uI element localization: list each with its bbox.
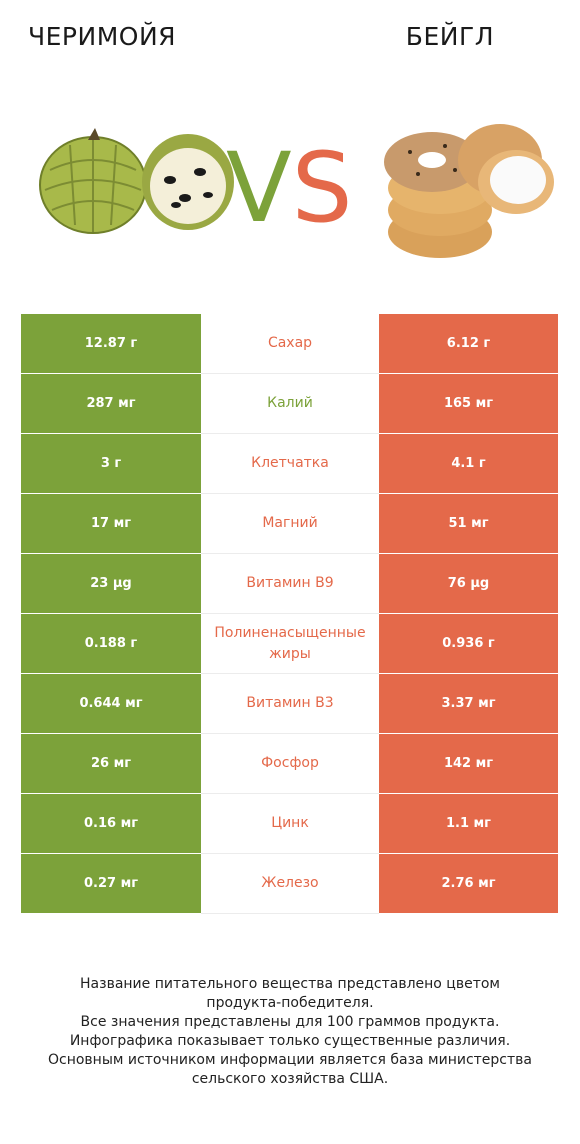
- footer-notes: Название питательного вещества представл…: [20, 975, 560, 1089]
- right-value: 1.1 мг: [379, 794, 558, 854]
- left-product-title: ЧЕРИМОЙЯ: [28, 22, 177, 51]
- footer-line: продукта-победителя.: [206, 995, 374, 1011]
- left-value: 0.27 мг: [21, 854, 201, 914]
- right-value: 3.37 мг: [379, 674, 558, 734]
- table-row: 3 г Клетчатка 4.1 г: [21, 434, 558, 494]
- table-row: 12.87 г Сахар 6.12 г: [21, 314, 558, 374]
- left-value: 287 мг: [21, 374, 201, 434]
- left-value: 0.188 г: [21, 614, 201, 674]
- right-value: 51 мг: [379, 494, 558, 554]
- left-value: 12.87 г: [21, 314, 201, 374]
- cherimoya-whole-image: [39, 128, 147, 234]
- nutrient-name: Витамин B3: [201, 674, 379, 734]
- table-row: 0.27 мг Железо 2.76 мг: [21, 854, 558, 914]
- table-row: 26 мг Фосфор 142 мг: [21, 734, 558, 794]
- left-value: 0.16 мг: [21, 794, 201, 854]
- product-images: [39, 124, 554, 258]
- footer-line: Инфографика показывает только существенн…: [69, 1033, 511, 1049]
- table-row: 0.644 мг Витамин B3 3.37 мг: [21, 674, 558, 734]
- left-value: 17 мг: [21, 494, 201, 554]
- comparison-table: 12.87 г Сахар 6.12 г 287 мг Калий 165 мг…: [21, 314, 558, 914]
- table-row: 0.188 г Полиненасыщенные жиры 0.936 г: [21, 614, 558, 674]
- right-value: 4.1 г: [379, 434, 558, 494]
- vs-s-letter: S: [291, 132, 353, 244]
- nutrient-name: Калий: [201, 374, 379, 434]
- nutrient-name: Магний: [201, 494, 379, 554]
- nutrient-name: Железо: [201, 854, 379, 914]
- left-value: 23 µg: [21, 554, 201, 614]
- right-value: 6.12 г: [379, 314, 558, 374]
- right-value: 165 мг: [379, 374, 558, 434]
- right-value: 142 мг: [379, 734, 558, 794]
- left-value: 0.644 мг: [21, 674, 201, 734]
- nutrient-name: Цинк: [201, 794, 379, 854]
- vs-v-letter: V: [226, 132, 292, 244]
- table-row: 287 мг Калий 165 мг: [21, 374, 558, 434]
- cherimoya-cut-image: [142, 134, 234, 230]
- nutrient-name: Витамин B9: [201, 554, 379, 614]
- nutrient-name: Фосфор: [201, 734, 379, 794]
- footer-line: Основным источником информации является …: [48, 1052, 532, 1068]
- footer-line: Название питательного вещества представл…: [80, 976, 500, 992]
- right-value: 76 µg: [379, 554, 558, 614]
- table-row: 0.16 мг Цинк 1.1 мг: [21, 794, 558, 854]
- left-value: 26 мг: [21, 734, 201, 794]
- table-row: 17 мг Магний 51 мг: [21, 494, 558, 554]
- right-value: 2.76 мг: [379, 854, 558, 914]
- footer-line: Все значения представлены для 100 граммо…: [80, 1014, 500, 1030]
- table-row: 23 µg Витамин B9 76 µg: [21, 554, 558, 614]
- left-value: 3 г: [21, 434, 201, 494]
- vs-label: VS: [226, 140, 353, 236]
- right-value: 0.936 г: [379, 614, 558, 674]
- bagel-image: [384, 124, 554, 258]
- nutrient-name: Полиненасыщенные жиры: [201, 614, 379, 674]
- nutrient-name: Сахар: [201, 314, 379, 374]
- footer-line: сельского хозяйства США.: [191, 1071, 389, 1087]
- right-product-title: БЕЙГЛ: [405, 22, 494, 51]
- nutrient-name: Клетчатка: [201, 434, 379, 494]
